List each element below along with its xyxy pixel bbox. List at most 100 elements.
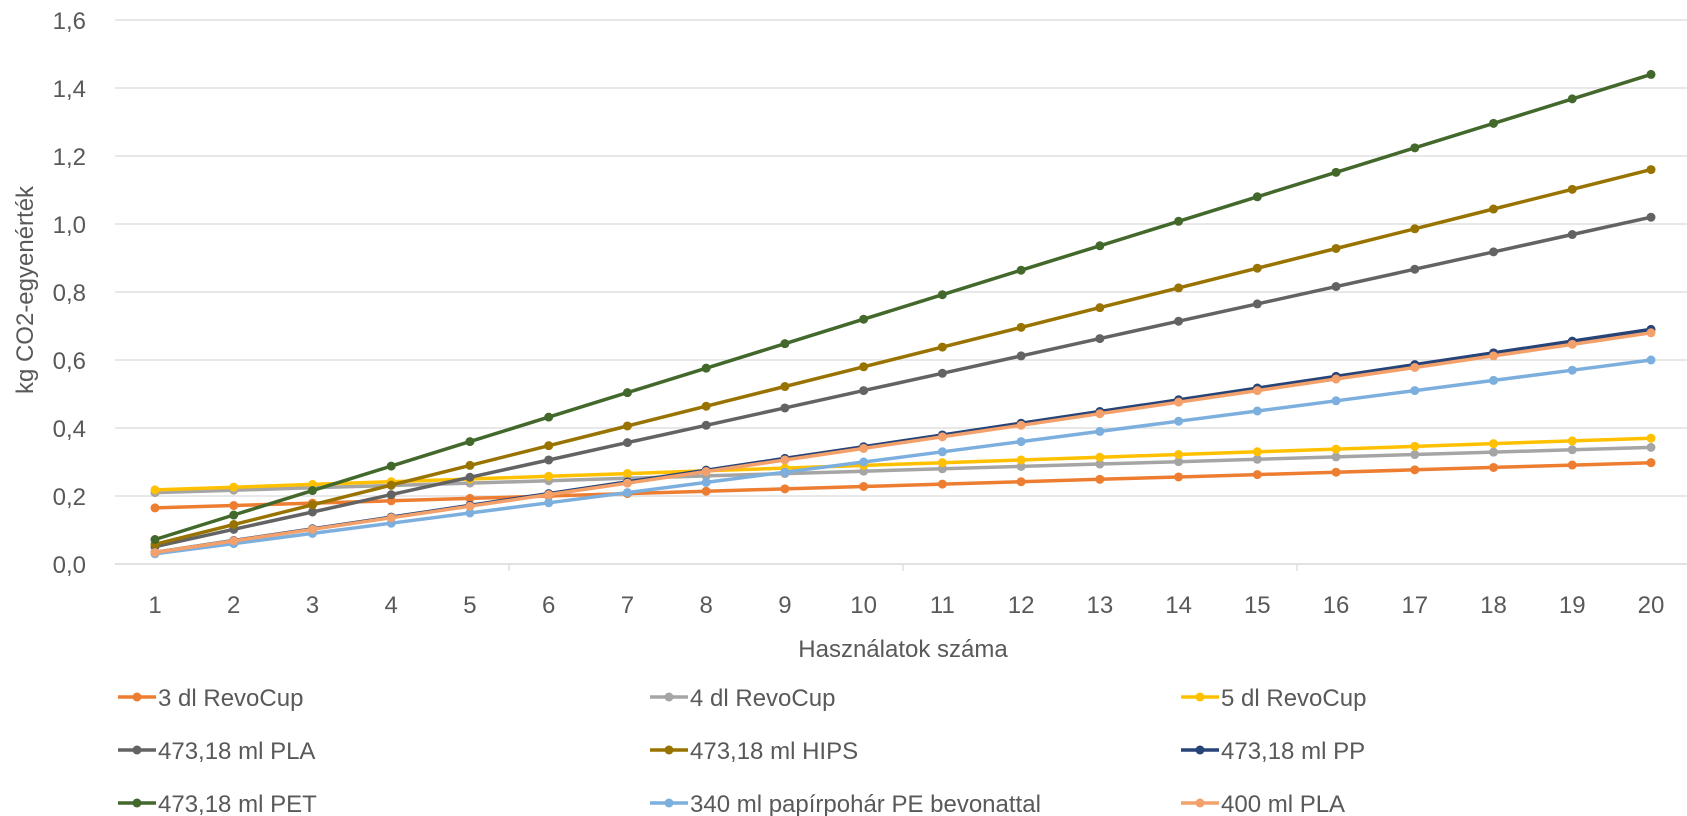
legend-label: 473,18 ml PP [1221,738,1365,765]
series-layer [150,69,1656,559]
data-point [1646,328,1656,338]
x-tick-label: 11 [930,592,955,619]
x-tick-label: 9 [778,592,791,619]
x-tick-label: 18 [1480,592,1507,619]
data-point [1331,167,1341,177]
data-point [1410,465,1420,475]
x-tick-label: 14 [1165,592,1192,619]
legend-swatch-marker [1195,745,1205,755]
data-point [307,524,317,534]
x-tick-label: 16 [1323,592,1350,619]
data-point [1489,118,1499,128]
legend-item: 473,18 ml PLA [118,738,315,765]
data-point [1489,247,1499,257]
data-point [1646,458,1656,468]
data-point [622,438,632,448]
data-point [1489,204,1499,214]
legend-item: 3 dl RevoCup [118,685,303,712]
data-point [229,501,239,511]
data-point [1489,351,1499,361]
data-point [1410,450,1420,460]
data-point [1567,445,1577,455]
legend-swatch-marker [132,798,142,808]
x-axis-title: Használatok száma [798,636,1008,663]
data-point [544,471,554,481]
series-line [154,460,1652,510]
data-point [1331,444,1341,454]
data-point [1567,436,1577,446]
data-point [1252,299,1262,309]
data-point [544,412,554,422]
data-point [1095,474,1105,484]
data-point [1567,339,1577,349]
data-point [386,513,396,523]
data-point [937,447,947,457]
legend-swatch-marker [132,692,142,702]
y-axis-title: kg CO2-egyenérték [12,185,39,394]
series-line [154,167,1652,546]
data-point [1331,243,1341,253]
data-point [1331,374,1341,384]
data-point [1410,362,1420,372]
data-point [1331,452,1341,462]
legend-item: 4 dl RevoCup [650,685,835,712]
data-point [859,386,869,396]
x-tick-label: 12 [1008,592,1035,619]
data-point [1095,409,1105,419]
data-point [622,388,632,398]
data-point [1095,452,1105,462]
data-point [150,547,160,557]
data-point [544,498,554,508]
legend-item: 5 dl RevoCup [1181,685,1366,712]
data-point [386,461,396,471]
data-point [937,290,947,300]
data-point [1410,143,1420,153]
x-tick-label: 3 [306,592,319,619]
data-point [937,342,947,352]
data-point [1567,184,1577,194]
data-point [780,467,790,477]
series-line [154,72,1652,542]
x-tick-label: 13 [1086,592,1113,619]
data-point [1410,386,1420,396]
legend-label: 473,18 ml PLA [158,738,315,765]
data-point [622,421,632,431]
x-tick-label: 20 [1638,592,1665,619]
data-point [1331,282,1341,292]
x-tick-label: 15 [1244,592,1271,619]
legend-item: 400 ml PLA [1181,791,1345,816]
data-point [1567,230,1577,240]
data-point [859,481,869,491]
y-tick-label: 1,4 [53,76,86,103]
data-point [1252,192,1262,202]
data-point [1095,459,1105,469]
legend-label: 5 dl RevoCup [1221,685,1366,712]
data-point [1410,441,1420,451]
y-tick-label: 1,2 [53,144,86,171]
data-point [307,507,317,517]
data-point [1095,303,1105,313]
series-line [154,436,1652,492]
x-tick-label: 2 [227,592,240,619]
data-point [780,403,790,413]
legend: 3 dl RevoCup 4 dl RevoCup 5 dl RevoCup 473,… [118,685,1366,816]
data-point [1646,165,1656,175]
series-line [154,358,1652,556]
data-point [1016,265,1026,275]
series-9 [150,328,1656,557]
data-point [1016,455,1026,465]
legend-label: 473,18 ml PET [158,791,317,816]
legend-label: 340 ml papírpohár PE bevonattal [690,791,1041,816]
data-point [1016,322,1026,332]
series-2 [150,442,1656,498]
series-line [154,331,1652,555]
data-point [1016,351,1026,361]
data-point [544,455,554,465]
series-line [154,445,1652,495]
data-point [229,536,239,546]
data-point [701,477,711,487]
legend-item: 473,18 ml HIPS [650,738,858,765]
x-tick-label: 8 [699,592,712,619]
data-point [150,503,160,513]
